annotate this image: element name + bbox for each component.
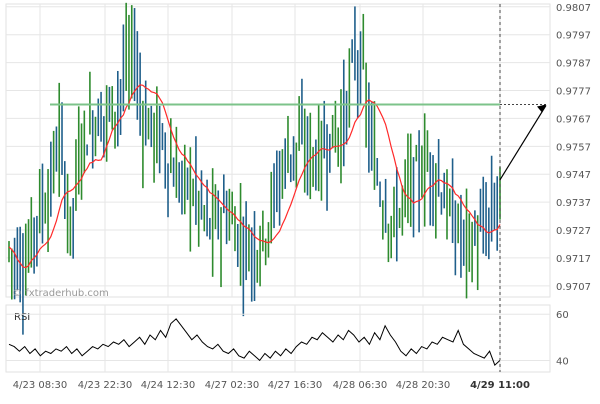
y-tick-label: 0.9767	[556, 114, 591, 125]
overlay-layer	[50, 4, 548, 372]
y-tick-label: 0.9727	[556, 226, 591, 237]
projection-arrow-head	[537, 104, 546, 113]
watermark: © fxtraderhub.com	[12, 288, 109, 299]
rsi-tick-label: 60	[556, 310, 569, 321]
moving-average-line	[8, 84, 501, 269]
rsi-tick-label: 40	[556, 356, 569, 367]
x-tick-label: 4/27 02:30	[205, 380, 259, 391]
y-tick-label: 0.9777	[556, 87, 591, 98]
x-tick-label: 4/23 22:30	[78, 380, 132, 391]
axis-layer: 0.9807 0.9797 0.9787 0.9777 0.9767 0.9757 0.97…	[12, 3, 591, 391]
y-tick-label: 0.9807	[556, 3, 591, 14]
y-tick-label: 0.9797	[556, 31, 591, 42]
candles-layer	[8, 2, 501, 335]
y-tick-label: 0.9737	[556, 198, 591, 209]
y-tick-label: 0.9747	[556, 170, 591, 181]
rsi-line	[8, 318, 501, 366]
x-tick-label: 4/23 08:30	[13, 380, 67, 391]
grid-layer	[5, 3, 551, 373]
y-tick-label: 0.9787	[556, 59, 591, 70]
x-tick-label: 4/29 11:00	[470, 380, 530, 391]
rsi-layer: RSI 60 40	[6, 310, 569, 367]
projection-arrow-line	[499, 105, 547, 181]
y-tick-label: 0.9717	[556, 254, 591, 265]
ma-layer	[8, 84, 501, 269]
y-tick-label: 0.9707	[556, 282, 591, 293]
x-tick-label: 4/28 20:30	[396, 380, 450, 391]
rsi-label: RSI	[14, 312, 30, 323]
y-tick-label: 0.9757	[556, 142, 591, 153]
x-tick-label: 4/24 12:30	[141, 380, 195, 391]
price-panel-frame	[5, 3, 551, 298]
x-tick-label: 4/27 16:30	[268, 380, 322, 391]
rsi-panel-frame	[5, 304, 551, 373]
x-tick-label: 4/28 06:30	[333, 380, 387, 391]
